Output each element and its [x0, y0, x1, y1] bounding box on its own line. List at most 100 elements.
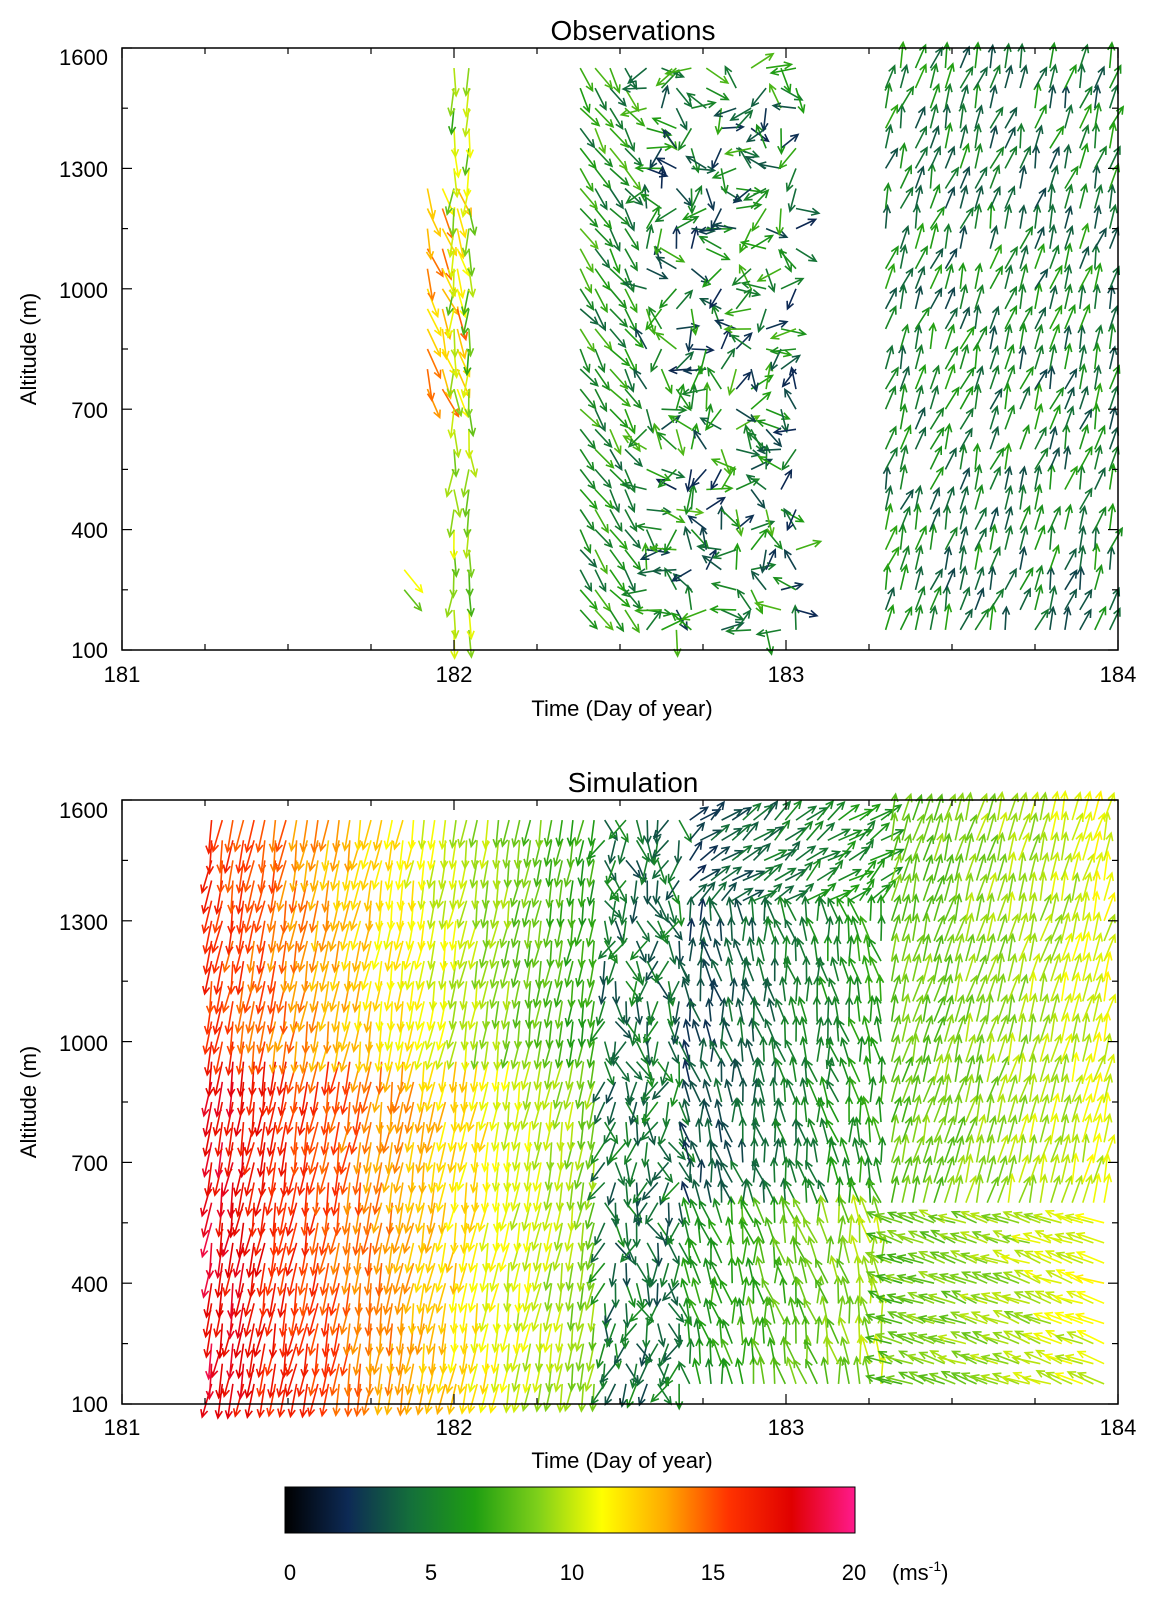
- simulation-wind-arrow: [375, 1263, 384, 1297]
- simulation-wind-arrow: [222, 940, 234, 974]
- simulation-wind-arrow: [670, 1262, 680, 1289]
- simulation-wind-arrow: [691, 1276, 702, 1304]
- simulation-wind-arrow: [213, 1081, 224, 1118]
- observations-wind-arrow: [453, 429, 462, 459]
- observations-wind-arrow: [624, 107, 646, 127]
- simulation-wind-arrow: [288, 1303, 298, 1337]
- simulation-wind-arrow: [635, 960, 645, 987]
- simulation-wind-arrow: [385, 880, 394, 912]
- simulation-wind-arrow: [975, 993, 986, 1022]
- simulation-wind-arrow: [681, 1196, 691, 1223]
- simulation-wind-arrow: [859, 819, 876, 841]
- simulation-wind-arrow: [243, 1303, 255, 1338]
- simulation-wind-arrow: [793, 1136, 802, 1163]
- simulation-wind-arrow: [274, 860, 287, 893]
- simulation-wind-arrow: [764, 897, 776, 922]
- observations-wind-arrow: [1094, 145, 1107, 169]
- observations-wind-arrow: [959, 224, 968, 249]
- observations-wind-arrow: [1094, 563, 1104, 591]
- simulation-wind-arrow: [702, 1099, 712, 1123]
- simulation-wind-arrow: [299, 1283, 309, 1317]
- simulation-wind-arrow: [603, 1061, 615, 1087]
- simulation-wind-arrow: [567, 1202, 576, 1233]
- simulation-wind-arrow: [704, 1117, 713, 1143]
- observations-wind-arrow: [627, 428, 648, 448]
- observations-wind-arrow: [884, 305, 897, 330]
- simulation-wind-arrow: [402, 1222, 415, 1255]
- simulation-wind-arrow: [269, 1222, 279, 1258]
- simulation-wind-arrow: [710, 800, 725, 821]
- simulation-wind-arrow: [890, 913, 901, 942]
- observations-wind-arrow: [709, 605, 737, 614]
- simulation-wind-arrow: [319, 960, 330, 993]
- simulation-wind-arrow: [552, 1061, 563, 1091]
- simulation-wind-arrow: [309, 900, 319, 934]
- simulation-wind-arrow: [717, 1057, 726, 1082]
- simulation-wind-arrow: [215, 1202, 224, 1238]
- simulation-wind-arrow: [721, 827, 744, 841]
- simulation-wind-arrow: [360, 860, 372, 891]
- observations-wind-arrow: [625, 187, 648, 204]
- observations-wind-arrow: [624, 509, 638, 533]
- observations-wind-arrow: [441, 328, 450, 361]
- observations-wind-arrow: [675, 187, 693, 207]
- simulation-wind-arrow: [373, 1242, 383, 1276]
- observations-wind-arrow: [579, 228, 599, 250]
- observations-wind-arrow: [989, 106, 1004, 129]
- simulation-wind-arrow: [371, 1202, 383, 1234]
- simulation-wind-arrow: [922, 974, 935, 1002]
- simulation-wind-arrow: [825, 1118, 840, 1143]
- observations-wind-arrow: [609, 388, 631, 408]
- observations-wind-arrow: [1079, 588, 1093, 611]
- observations-wind-arrow: [1049, 386, 1065, 410]
- simulation-wind-arrow: [997, 892, 1009, 922]
- observations-wind-arrow: [1019, 145, 1031, 169]
- simulation-wind-arrow: [623, 1122, 632, 1149]
- simulation-wind-arrow: [692, 1357, 702, 1385]
- observations-wind-arrow: [609, 288, 628, 310]
- observations-wind-arrow: [1061, 83, 1071, 109]
- simulation-wind-arrow: [253, 1242, 266, 1278]
- simulation-wind-arrow: [460, 1202, 470, 1235]
- observations-wind-arrow: [426, 328, 441, 358]
- simulation-wind-arrow: [986, 1176, 999, 1204]
- simulation-wind-arrow: [467, 1222, 478, 1253]
- simulation-wind-arrow: [922, 1054, 932, 1083]
- simulation-wind-arrow: [943, 853, 955, 881]
- simulation-wind-arrow: [784, 918, 797, 942]
- simulation-y-tick-400: 400: [71, 1272, 108, 1297]
- simulation-wind-arrow: [686, 1157, 695, 1183]
- simulation-wind-arrow: [341, 1061, 351, 1096]
- observations-wind-arrow: [1004, 145, 1018, 169]
- observations-wind-arrow: [785, 168, 797, 193]
- observations-wind-arrow: [765, 509, 775, 537]
- simulation-wind-arrow: [424, 1081, 436, 1113]
- observations-wind-arrow: [989, 345, 1000, 370]
- simulation-wind-arrow: [622, 1303, 632, 1329]
- simulation-wind-arrow: [954, 952, 964, 982]
- simulation-wind-arrow: [1092, 992, 1103, 1022]
- simulation-wind-arrow: [799, 1015, 808, 1042]
- observations-x-tick-184: 184: [1100, 662, 1137, 687]
- observations-wind-arrow: [738, 146, 752, 169]
- observations-wind-arrow: [670, 612, 692, 631]
- simulation-wind-arrow: [958, 1312, 988, 1325]
- simulation-wind-arrow: [1034, 1290, 1062, 1305]
- observations-wind-arrow: [609, 348, 631, 367]
- observations-wind-arrow: [1001, 605, 1011, 630]
- simulation-wind-arrow: [522, 1343, 532, 1373]
- observations-wind-arrow: [914, 245, 928, 270]
- simulation-wind-arrow: [688, 999, 702, 1022]
- observations-wind-arrow: [914, 184, 924, 209]
- simulation-wind-arrow: [806, 916, 818, 942]
- simulation-wind-arrow: [817, 957, 829, 982]
- simulation-wind-arrow: [700, 939, 712, 962]
- observations-wind-arrow: [959, 385, 974, 410]
- observations-wind-arrow: [959, 283, 969, 310]
- simulation-wind-arrow: [457, 1142, 468, 1173]
- colorbar-unit-base: (ms: [892, 1560, 929, 1585]
- simulation-wind-arrow: [418, 1061, 427, 1094]
- simulation-wind-arrow: [226, 1182, 236, 1219]
- simulation-wind-arrow: [975, 892, 985, 921]
- simulation-wind-arrow: [224, 1383, 234, 1420]
